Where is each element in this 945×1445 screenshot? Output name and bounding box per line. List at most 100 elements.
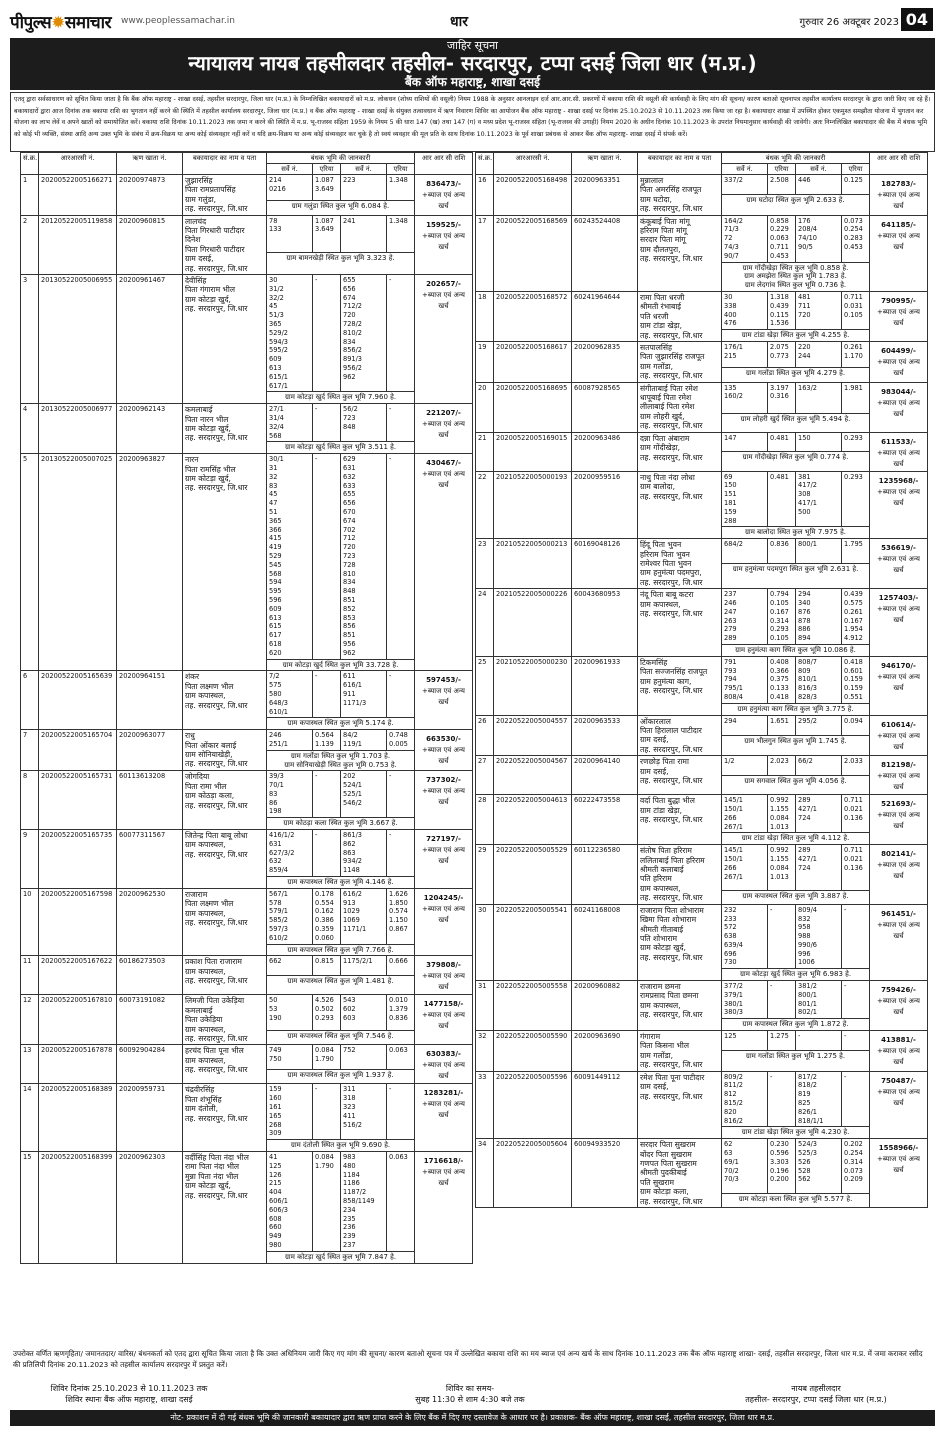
row-amount: 727197/- +ब्याज एवं अन्य खर्च bbox=[414, 829, 474, 889]
row-area-2: 0.293 bbox=[840, 431, 871, 453]
col-amount: आर आर सी राशि bbox=[414, 152, 474, 175]
amount-value: 737302/- bbox=[426, 776, 461, 785]
row-survey-1: 237 246 247 263 279 289 bbox=[721, 588, 768, 646]
row-rrc-number: 20200522005168572 bbox=[493, 290, 572, 343]
row-serial: 14 bbox=[20, 1083, 39, 1153]
row-loan-account: 20200960882 bbox=[571, 980, 638, 1032]
row-survey-1: 416/1/2 631 627/3/2 632 859/4 bbox=[266, 829, 313, 878]
row-area-1: - bbox=[312, 1083, 341, 1141]
row-survey-1: 50 53 190 bbox=[266, 994, 313, 1032]
row-loan-account: 20200960815 bbox=[116, 214, 183, 276]
row-amount: 611533/- +ब्याज एवं अन्य खर्च bbox=[869, 431, 929, 472]
row-amount: 737302/- +ब्याज एवं अन्य खर्च bbox=[414, 770, 474, 831]
table-row: 13 20200522005167878 60092904284 हरचंद पिता… bbox=[20, 1044, 474, 1085]
row-land-total: ग्राम कपास्थल स्थित कुल भूमि 1.872 हे. bbox=[720, 1018, 871, 1032]
row-defaulter-name: गंगाराम पिता किसना भील ग्राम गलोंडा, तह.… bbox=[637, 1030, 722, 1072]
row-serial: 34 bbox=[475, 1138, 494, 1209]
row-serial: 23 bbox=[475, 538, 494, 590]
amount-suffix: +ब्याज एवं अन्य खर्च bbox=[422, 1011, 465, 1031]
row-area-1: - bbox=[312, 453, 341, 660]
table-row-total: ग्राम हनुमंत्या काग स्थित कुल भूमि 3.775… bbox=[476, 702, 928, 716]
row-area-1: 0.564 1.139 bbox=[312, 729, 341, 751]
row-area-2: 1.795 bbox=[840, 538, 871, 565]
row-defaulter-name: सरदार पिता सुखराम बोंदर पिता सुखराम गणपत… bbox=[637, 1138, 722, 1209]
row-survey-2: 295/2 bbox=[795, 714, 842, 736]
amount-value: 413881/- bbox=[881, 1036, 916, 1045]
amount-suffix: +ब्याज एवं अन्य खर्च bbox=[877, 1087, 920, 1107]
amount-suffix: +ब्याज एवं अन्य खर्च bbox=[877, 191, 920, 210]
amount-suffix: +ब्याज एवं अन्य खर्च bbox=[877, 605, 920, 625]
row-loan-account: 20200963533 bbox=[571, 714, 638, 757]
row-land-total: ग्राम कोटड़ा खुर्द स्थित कुल भूमि 33.728… bbox=[265, 658, 416, 672]
table-row: 33 20220522005005596 60091449112 रमेश पिता … bbox=[475, 1070, 929, 1140]
footer-note: नोट- प्रकाशन में दी गई बंधक भूमि की जानक… bbox=[10, 1410, 935, 1426]
amount-value: 836473/- bbox=[426, 180, 461, 188]
table-row: 22 20210522005000193 20200959516 नाथु पिता … bbox=[475, 470, 929, 540]
row-survey-1: 69 150 151 181 159 288 bbox=[721, 470, 768, 528]
table-row: 31 20220522005005558 20200960882 राजाराम छम… bbox=[475, 980, 929, 1032]
defaulters-table-left: सं.क्र. आरआरसी नं. ऋण खाता नं. बकायादार का … bbox=[20, 152, 474, 1264]
row-defaulter-name: नंदू पिता बाबू कटरा ग्राम कपास्थल, तह. स… bbox=[637, 588, 722, 657]
row-survey-2: 223 bbox=[340, 174, 387, 201]
row-loan-account: 60186273503 bbox=[116, 955, 183, 996]
row-serial: 17 bbox=[475, 214, 494, 293]
col-amount: आर आर सी राशि bbox=[869, 152, 929, 175]
row-defaulter-name: ओंकारलाल पिता हिरालाल पाटीदार ग्राम दसई,… bbox=[637, 714, 722, 757]
table-row-total: ग्राम कोटड़ा कला स्थित कुल भूमि 5.577 हे… bbox=[476, 1193, 928, 1209]
row-survey-1: 41 125 126 215 404 606/1 606/3 608 660 9… bbox=[266, 1151, 313, 1252]
row-land-total: ग्राम हनुमंत्या पदमपुरा स्थित कुल भूमि 2… bbox=[720, 563, 871, 590]
row-survey-2: 381/2 800/1 801/1 802/1 bbox=[795, 980, 842, 1020]
row-survey-2: 66/2 bbox=[795, 755, 842, 776]
amount-suffix: +ब्याज एवं अन्य खर्च bbox=[422, 231, 465, 251]
row-survey-2: 629 631 632 633 655 656 670 674 702 712 … bbox=[340, 453, 387, 660]
row-defaulter-name: रमेश पिता पूना पाटीदार ग्राम दसई, तह. सर… bbox=[637, 1070, 722, 1140]
row-survey-2: 800/1 bbox=[795, 538, 842, 565]
row-land-total: ग्राम गलोंडा स्थित कुल भूमि 1.275 हे. bbox=[720, 1050, 871, 1072]
row-amount: 221207/- +ब्याज एवं अन्य खर्च bbox=[414, 403, 474, 455]
row-rrc-number: 20200522005168617 bbox=[493, 341, 572, 383]
row-rrc-number: 20220522005004557 bbox=[493, 714, 572, 757]
row-survey-1: 377/2 379/1 380/1 380/3 bbox=[721, 980, 768, 1020]
row-land-total: ग्राम कपास्थल स्थित कुल भूमि 4.146 हे. bbox=[265, 876, 416, 889]
logo-part-1: पीपुल्स bbox=[10, 12, 52, 33]
table-row: 29 20220522005005529 60112236580 संतोष पिता… bbox=[475, 844, 929, 905]
row-area-2: 0.418 0.601 0.159 0.159 0.551 bbox=[840, 655, 871, 704]
row-loan-account: 60073191082 bbox=[116, 994, 183, 1046]
table-subheader-row: सर्वे नं. एरिया सर्वे नं. एरिया bbox=[21, 163, 473, 175]
row-defaulter-name: टिकमसिंह पिता सज्जनसिंह राजपूत ग्राम हनु… bbox=[637, 655, 722, 716]
notice-subtitle: बैंक ऑफ महाराष्ट्र, शाखा दसई bbox=[404, 75, 541, 89]
row-rrc-number: 20200522005167810 bbox=[38, 994, 117, 1046]
table-row-total: ग्राम हनुमंत्या पदमपुरा स्थित कुल भूमि 2… bbox=[476, 563, 928, 590]
row-land-total: ग्राम कोटड़ा कला स्थित कुल भूमि 5.577 हे… bbox=[720, 1193, 871, 1209]
row-serial: 33 bbox=[475, 1070, 494, 1140]
row-area-1: - bbox=[312, 670, 341, 719]
table-row-total: ग्राम भीलगुन स्थित कुल भूमि 1.745 हे. bbox=[476, 734, 928, 757]
row-area-1: 0.794 0.105 0.167 0.314 0.293 0.105 bbox=[767, 588, 796, 646]
table-row: 4 20130522005006977 20200962143 कमलाबाई पित… bbox=[20, 403, 474, 455]
table-row-total: ग्राम कपास्थल स्थित कुल भूमि 3.887 हे. bbox=[476, 889, 928, 905]
row-rrc-number: 20200522005167622 bbox=[38, 955, 117, 996]
row-serial: 3 bbox=[20, 274, 39, 405]
newspaper-logo: पीपुल्स✹समाचार bbox=[10, 10, 112, 33]
row-survey-2: 163/2 bbox=[795, 381, 842, 415]
row-rrc-number: 20200522005166271 bbox=[38, 174, 117, 216]
row-rrc-number: 20200522005165735 bbox=[38, 829, 117, 889]
row-rrc-number: 20200522005168695 bbox=[493, 381, 572, 433]
col-area: एरिया bbox=[767, 163, 796, 175]
row-serial: 26 bbox=[475, 714, 494, 757]
row-rrc-number: 20200522005165704 bbox=[38, 729, 117, 772]
amount-suffix: +ब्याज एवं अन्य खर्च bbox=[422, 904, 465, 924]
row-area-1: 0.481 bbox=[767, 431, 796, 453]
row-land-total: ग्राम गलोंडा स्थित कुल भूमि 4.279 हे. bbox=[720, 366, 871, 383]
amount-suffix: +ब्याज एवं अन्य खर्च bbox=[877, 358, 920, 378]
row-survey-1: 684/2 bbox=[721, 538, 768, 565]
amount-suffix: +ब्याज एवं अन्य खर्च bbox=[877, 487, 920, 507]
row-area-1: 2.508 bbox=[767, 173, 796, 196]
amount-value: 1257403/- bbox=[878, 594, 919, 603]
row-land-total: ग्राम कोटड़ा खुर्द स्थित कुल भूमि 6.983 … bbox=[720, 968, 871, 982]
row-loan-account: 20200963690 bbox=[571, 1030, 638, 1072]
row-defaulter-name: वर्दीसिंह पिता नंदा भील रामा पिता नंदा भ… bbox=[182, 1151, 267, 1264]
row-amount: 159525/- +ब्याज एवं अन्य खर्च bbox=[414, 214, 474, 276]
row-survey-2: 861/3 862 863 934/2 1148 bbox=[340, 829, 387, 878]
row-defaulter-name: कंकूबाई पिता मांगू हरिराम पिता मांगू सरद… bbox=[637, 214, 722, 293]
